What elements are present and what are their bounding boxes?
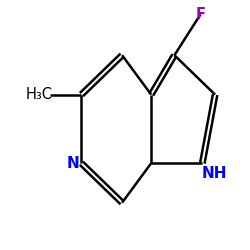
Text: F: F [196,7,205,22]
Text: N: N [66,156,79,171]
Text: H₃C: H₃C [26,87,53,102]
Text: NH: NH [202,166,228,181]
